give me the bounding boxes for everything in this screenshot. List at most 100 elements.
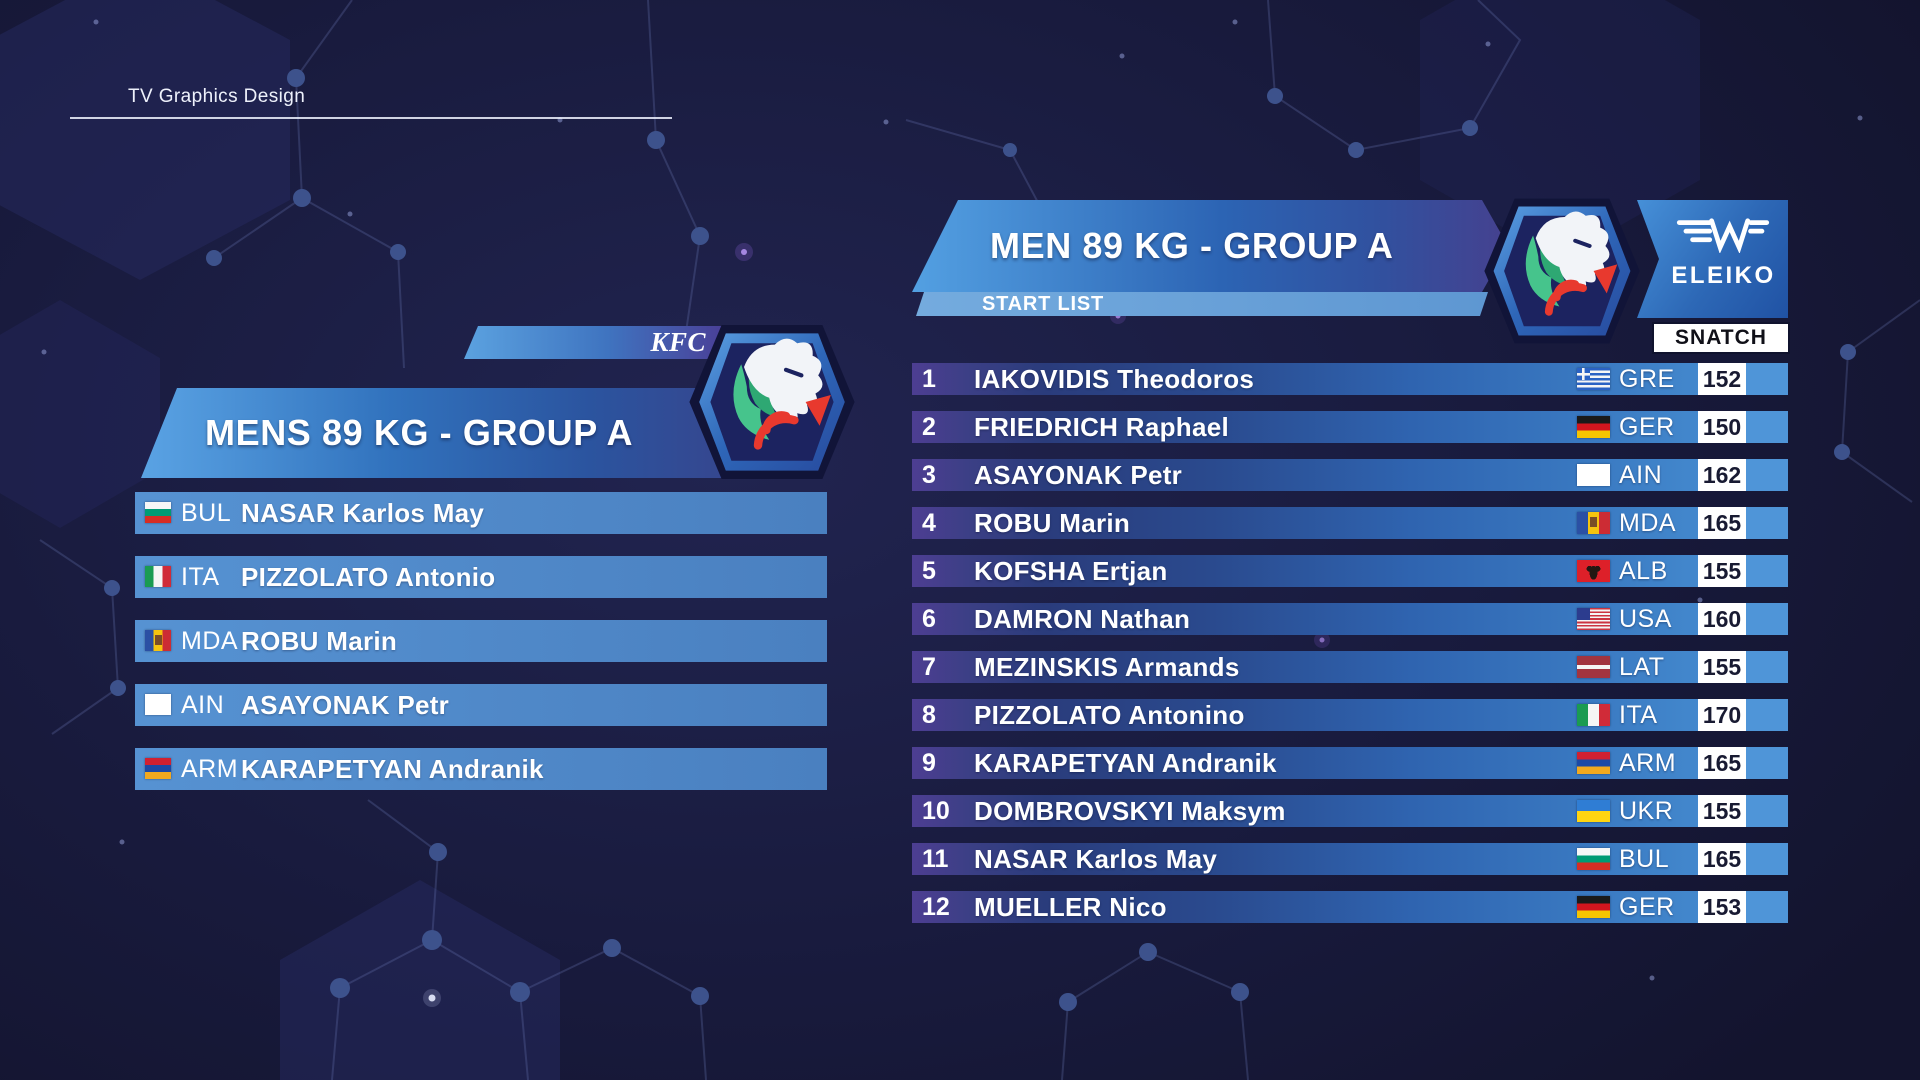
athlete-name: PIZZOLATO Antonio [241,562,496,592]
start-number: 4 [922,509,936,537]
country-flag-icon [1577,656,1610,678]
sponsor-label: KFC [650,327,706,357]
entry-weight: 165 [1698,507,1746,539]
athlete-name: FRIEDRICH Raphael [974,412,1230,442]
entry-weight: 150 [1698,411,1746,443]
row-end-cap [1746,699,1788,731]
ewf-wordmark-icon [1675,215,1771,253]
entry-weight: 160 [1698,603,1746,635]
country-code: ARM [181,755,239,783]
country-code: BUL [1619,845,1670,873]
row-background: 4 ROBU Marin MDA 165 [912,507,1746,539]
list-item: ITA PIZZOLATO Antonio [135,556,827,598]
table-row: 2 FRIEDRICH Raphael GER 150 [912,411,1788,443]
list-item: AIN ASAYONAK Petr [135,684,827,726]
subtitle-label: START LIST [982,293,1105,315]
start-number: 3 [922,461,936,489]
row-end-cap [1746,507,1788,539]
athlete-name: KARAPETYAN Andranik [974,748,1277,778]
row-end-cap [1746,795,1788,827]
country-code: LAT [1619,653,1665,681]
right-panel-header: MEN 89 KG - GROUP A [912,200,1508,292]
row-end-cap [1746,555,1788,587]
athlete-name: ROBU Marin [974,508,1131,538]
table-row: 10 DOMBROVSKYI Maksym UKR 155 [912,795,1788,827]
row-end-cap [1746,747,1788,779]
row-end-cap [1746,411,1788,443]
row-background: 8 PIZZOLATO Antonino ITA 170 [912,699,1746,731]
row-end-cap [1746,651,1788,683]
start-number: 12 [922,893,950,921]
athlete-name: PIZZOLATO Antonino [974,700,1245,730]
lift-label: SNATCH [1675,326,1767,349]
athlete-name: DOMBROVSKYI Maksym [974,796,1286,826]
row-background: 3 ASAYONAK Petr AIN 162 [912,459,1746,491]
athlete-name: NASAR Karlos May [241,498,485,528]
country-flag-icon [1577,368,1610,390]
athlete-name: KOFSHA Ertjan [974,556,1168,586]
entry-weight: 165 [1698,843,1746,875]
country-code: ALB [1619,557,1668,585]
country-code: ARM [1619,749,1677,777]
table-row: 3 ASAYONAK Petr AIN 162 [912,459,1788,491]
table-row: 8 PIZZOLATO Antonino ITA 170 [912,699,1788,731]
athlete-name: MUELLER Nico [974,892,1167,922]
list-item: MDA ROBU Marin [135,620,827,662]
row-end-cap [1746,843,1788,875]
country-flag-icon [145,630,171,651]
start-number: 10 [922,797,950,825]
start-number: 5 [922,557,936,585]
country-flag-icon [1577,416,1610,438]
country-flag-icon [1577,896,1610,918]
entry-weight: 155 [1698,555,1746,587]
row-background: 10 DOMBROVSKYI Maksym UKR 155 [912,795,1746,827]
row-background: 11 NASAR Karlos May BUL 165 [912,843,1746,875]
country-code: ITA [1619,701,1658,729]
country-flag-icon [1577,704,1610,726]
entry-weight: 165 [1698,747,1746,779]
start-number: 6 [922,605,936,633]
country-code: GER [1619,413,1675,441]
row-end-cap [1746,603,1788,635]
athlete-name: DAMRON Nathan [974,604,1191,634]
country-code: AIN [1619,461,1663,489]
row-end-cap [1746,459,1788,491]
country-code: AIN [181,691,225,719]
row-background: 5 KOFSHA Ertjan ALB 155 [912,555,1746,587]
row-background: 1 IAKOVIDIS Theodoros GRE 152 [912,363,1746,395]
left-panel-title: MENS 89 KG - GROUP A [205,412,634,453]
list-item: BUL NASAR Karlos May [135,492,827,534]
country-code: MDA [1619,509,1677,537]
entry-weight: 153 [1698,891,1746,923]
row-end-cap [1746,891,1788,923]
country-code: UKR [1619,797,1674,825]
ewf-lion-logo [1483,196,1641,346]
ewf-lion-logo [688,322,856,482]
table-row: 9 KARAPETYAN Andranik ARM 165 [912,747,1788,779]
country-flag-icon [1577,800,1610,822]
left-athlete-list: BUL NASAR Karlos May ITA PIZZOLATO Anton… [135,492,827,812]
watermark-underline [70,117,672,119]
athlete-name: ROBU Marin [241,626,398,656]
entry-weight: 152 [1698,363,1746,395]
country-flag-icon [1577,848,1610,870]
subtitle-strip: START LIST [916,292,1488,316]
start-number: 8 [922,701,936,729]
start-number: 7 [922,653,936,681]
watermark-label: TV Graphics Design [128,86,306,107]
row-background: 12 MUELLER Nico GER 153 [912,891,1746,923]
country-code: GER [1619,893,1675,921]
entry-weight: 155 [1698,795,1746,827]
country-flag-icon [145,566,171,587]
row-end-cap [1746,363,1788,395]
table-row: 7 MEZINSKIS Armands LAT 155 [912,651,1788,683]
row-background: 2 FRIEDRICH Raphael GER 150 [912,411,1746,443]
country-flag-icon [1577,560,1610,582]
country-flag-icon [1577,752,1610,774]
entry-weight: 155 [1698,651,1746,683]
athlete-name: ASAYONAK Petr [241,690,450,720]
list-item: ARM KARAPETYAN Andranik [135,748,827,790]
table-row: 5 KOFSHA Ertjan ALB 155 [912,555,1788,587]
